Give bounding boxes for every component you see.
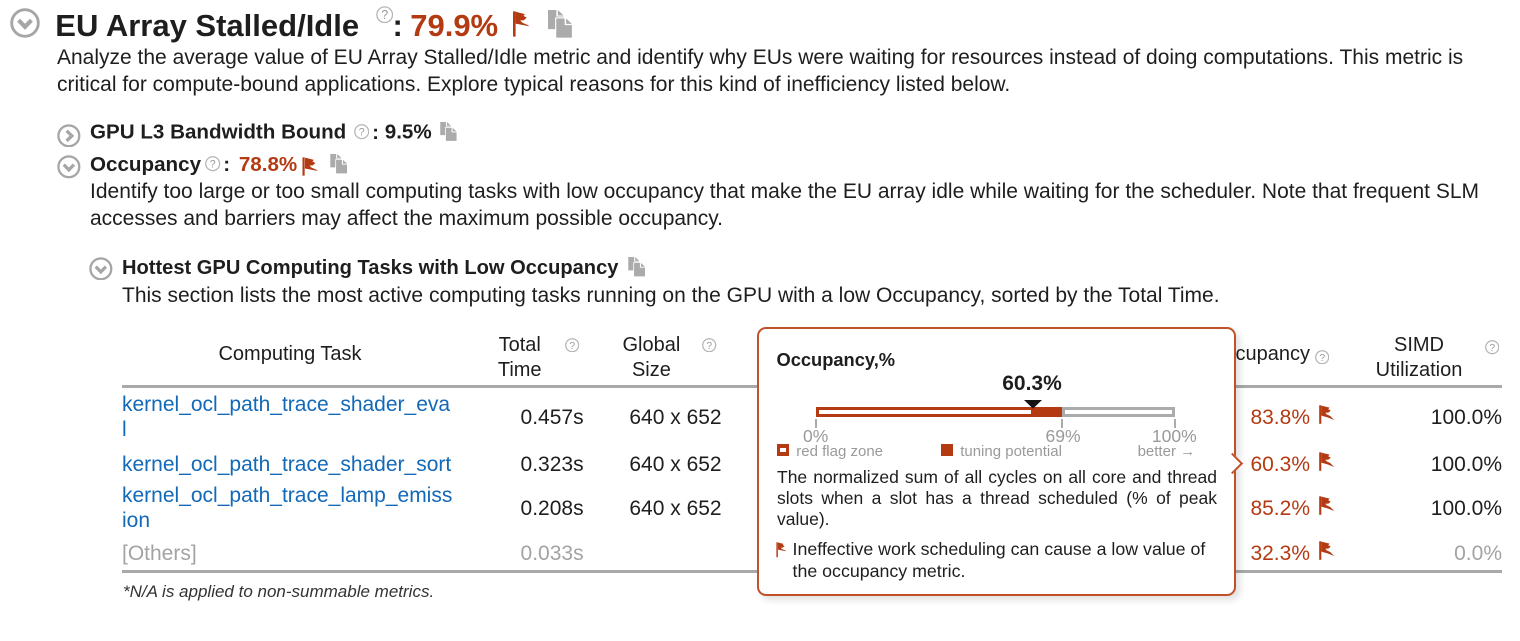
svg-text:?: ? xyxy=(1319,353,1325,364)
svg-text:?: ? xyxy=(381,8,388,22)
svg-text:?: ? xyxy=(1489,343,1495,354)
svg-text:?: ? xyxy=(707,341,713,352)
svg-text:?: ? xyxy=(210,159,216,171)
svg-text:?: ? xyxy=(359,127,365,139)
svg-text:?: ? xyxy=(569,341,575,352)
